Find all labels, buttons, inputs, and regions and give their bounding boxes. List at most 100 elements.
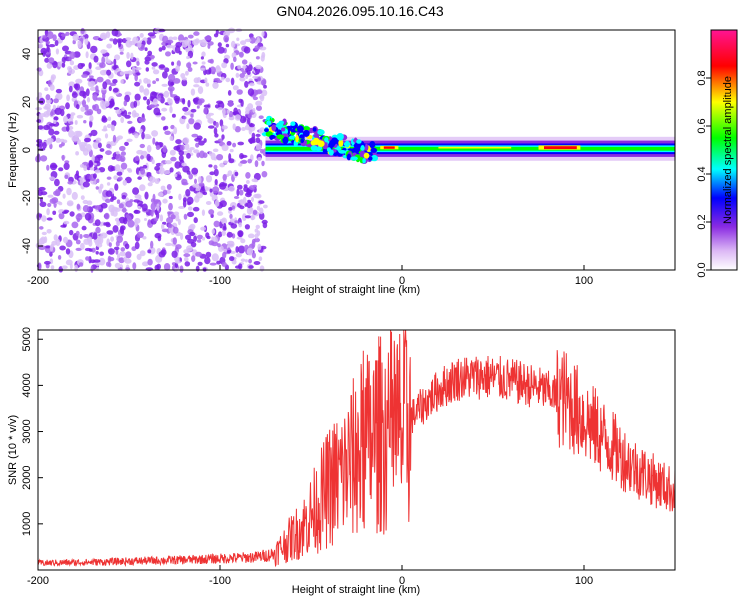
noise-blob [209, 262, 217, 266]
noise-blob [251, 178, 258, 183]
noise-blob [88, 62, 92, 70]
colorbar-ticks: 0.0 0.2 0.4 0.6 0.8 [696, 70, 711, 278]
noise-blob [55, 88, 63, 94]
noise-blob [242, 65, 247, 69]
noise-blob [182, 137, 190, 145]
noise-blob [95, 186, 100, 190]
noise-blob [39, 197, 43, 203]
noise-blob [262, 222, 268, 229]
noise-blob [236, 89, 243, 95]
noise-blob [219, 200, 227, 208]
noise-blob [226, 250, 232, 254]
noise-blob [173, 211, 180, 216]
noise-blob [44, 57, 50, 63]
noise-blob [102, 49, 108, 53]
noise-blob [252, 75, 260, 79]
noise-blob [84, 104, 89, 111]
noise-blob [112, 87, 119, 93]
noise-blob [213, 220, 220, 228]
noise-blob [172, 36, 178, 41]
noise-blob [245, 74, 249, 79]
noise-blob [124, 141, 129, 146]
signal-blob [364, 143, 369, 151]
noise-blob [198, 182, 205, 187]
noise-blob [174, 173, 178, 177]
noise-blob [65, 102, 70, 110]
noise-blob [127, 111, 132, 115]
spectrogram-y-ticks: -40 -20 0 20 40 [21, 48, 43, 254]
noise-blob [174, 45, 181, 54]
noise-blob [96, 178, 100, 183]
noise-blob [234, 220, 239, 224]
noise-blob [186, 62, 192, 69]
noise-blob [127, 120, 133, 124]
noise-blob [36, 154, 41, 162]
noise-blob [144, 56, 152, 62]
noise-blob [230, 62, 234, 70]
signal-blob [266, 120, 272, 126]
noise-blob [119, 145, 126, 152]
noise-blob [79, 177, 84, 186]
noise-blob [248, 258, 253, 264]
signal-blob [338, 150, 347, 154]
noise-blob [120, 151, 126, 156]
noise-blob [182, 199, 187, 208]
noise-blob [228, 207, 233, 211]
noise-blob [163, 263, 171, 271]
noise-blob [154, 27, 162, 34]
noise-blob [166, 39, 174, 44]
noise-blob [99, 62, 106, 69]
noise-blob [41, 231, 47, 236]
noise-blob [161, 107, 168, 112]
noise-blob [69, 211, 75, 217]
noise-blob [175, 260, 181, 264]
noise-blob [100, 32, 107, 40]
noise-blob [160, 185, 166, 191]
signal-blob [317, 140, 325, 147]
signal-blob [370, 147, 378, 153]
noise-blob [65, 259, 73, 266]
noise-blob [75, 230, 80, 236]
noise-blob [170, 124, 175, 130]
spectrogram-x-ticks: -200 -100 0 100 [27, 265, 593, 287]
noise-blob [244, 224, 250, 230]
noise-blob [91, 247, 96, 253]
noise-blob [189, 147, 195, 151]
noise-blob [115, 154, 123, 162]
noise-blob [210, 152, 216, 161]
noise-blob [54, 178, 60, 187]
y-tick-label: 1000 [21, 512, 33, 536]
noise-blob [167, 97, 171, 105]
noise-blob [259, 265, 265, 272]
noise-blob [44, 245, 52, 249]
noise-blob [167, 223, 173, 229]
noise-blob [144, 47, 148, 52]
noise-blob [60, 33, 67, 37]
snr-y-ticks: 1000 2000 3000 4000 5000 [21, 327, 43, 536]
x-tick-label: -100 [209, 575, 231, 587]
noise-blob [132, 36, 139, 45]
noise-blob [200, 226, 207, 231]
noise-blob [66, 200, 74, 207]
noise-blob [106, 176, 112, 180]
noise-blob [263, 204, 268, 209]
noise-blob [36, 67, 42, 72]
noise-blob [48, 128, 55, 136]
noise-blob [62, 45, 69, 52]
noise-blob [46, 44, 50, 53]
noise-blob [252, 209, 258, 215]
x-tick-label: 0 [399, 575, 405, 587]
noise-blob [255, 193, 262, 199]
noise-blob [258, 256, 263, 262]
noise-blob [67, 68, 75, 75]
noise-blob [85, 256, 90, 261]
noise-blob [248, 123, 255, 128]
noise-blob [182, 98, 186, 105]
spectrogram-y-label: Frequency (Hz) [7, 112, 19, 188]
noise-blob [238, 98, 243, 103]
noise-blob [238, 189, 244, 196]
noise-blob [115, 151, 120, 155]
noise-blob [134, 133, 139, 139]
noise-blob [163, 90, 170, 98]
y-tick-label: -40 [21, 238, 33, 254]
